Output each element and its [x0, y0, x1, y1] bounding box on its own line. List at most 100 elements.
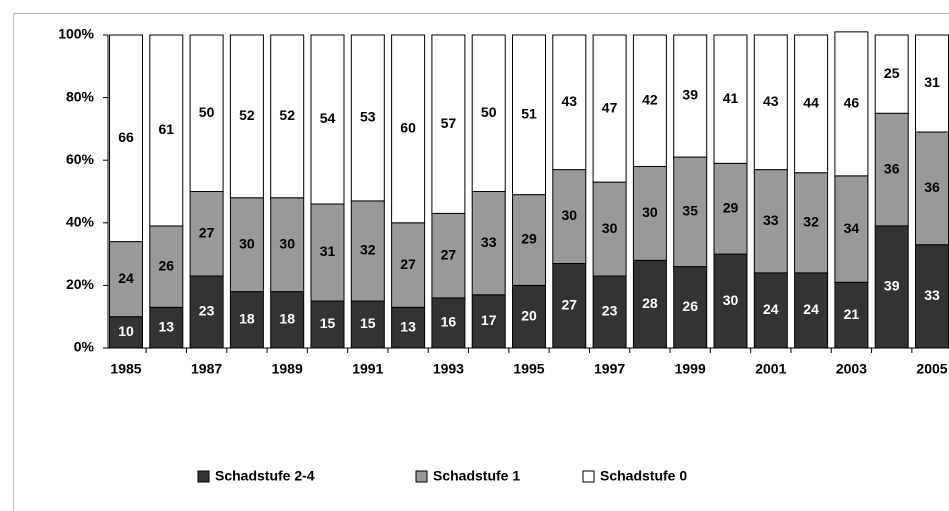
- bar-segment: [431, 297, 466, 349]
- data-label: 18: [239, 311, 255, 327]
- data-label: 27: [400, 256, 416, 272]
- bar-segment: [673, 34, 708, 158]
- x-tick-label: 1985: [110, 361, 141, 377]
- bar-segment: [149, 306, 184, 349]
- data-label: 20: [521, 307, 537, 323]
- data-label: 43: [763, 93, 779, 109]
- data-label: 30: [562, 207, 578, 223]
- data-label: 26: [682, 298, 698, 314]
- x-tick-label: 1995: [513, 361, 544, 377]
- data-label: 51: [521, 106, 537, 122]
- data-label: 30: [723, 292, 739, 308]
- data-label: 35: [682, 203, 698, 219]
- bar-segment: [270, 291, 305, 349]
- bar-segment: [149, 225, 184, 308]
- bar-segment: [794, 172, 829, 274]
- y-tick-label: 40%: [66, 214, 95, 230]
- bar-segment: [512, 34, 546, 196]
- y-tick-label: 80%: [66, 88, 95, 104]
- bar-segment: [794, 34, 829, 174]
- x-tick-label: 1999: [675, 361, 706, 377]
- data-label: 39: [682, 87, 698, 103]
- data-label: 13: [400, 318, 416, 334]
- bar-segment: [350, 34, 385, 202]
- x-tick-label: 2005: [916, 361, 947, 377]
- bar-segment: [874, 34, 909, 114]
- data-label: 17: [481, 312, 497, 328]
- data-label: 66: [118, 129, 134, 145]
- data-label: 36: [884, 160, 900, 176]
- data-label: 52: [279, 107, 295, 123]
- bar-segment: [229, 197, 264, 293]
- bar-segment: [673, 156, 708, 268]
- y-tick-label: 0%: [74, 339, 95, 355]
- data-label: 54: [320, 110, 336, 126]
- data-label: 32: [803, 214, 819, 230]
- bar-segment: [391, 34, 426, 224]
- data-label: 16: [441, 314, 457, 330]
- bar-segment: [270, 34, 305, 199]
- data-label: 27: [199, 224, 215, 240]
- bar-segment: [552, 169, 587, 264]
- data-label: 33: [763, 212, 779, 228]
- bar-segment: [753, 34, 788, 171]
- data-label: 21: [844, 306, 860, 322]
- data-label: 18: [279, 311, 295, 327]
- bar-segment: [391, 306, 426, 349]
- legend-swatch: [197, 470, 210, 483]
- x-tick-label: 2001: [755, 361, 786, 377]
- data-label: 30: [602, 220, 618, 236]
- data-label: 46: [844, 95, 860, 111]
- bar-segment: [512, 194, 546, 286]
- bar-segment: [915, 244, 949, 349]
- data-label: 57: [441, 115, 457, 131]
- data-label: 29: [723, 199, 739, 215]
- bar-segment: [391, 222, 426, 308]
- bar-segment: [753, 169, 788, 274]
- data-label: 34: [844, 220, 860, 236]
- data-label: 30: [642, 204, 658, 220]
- data-label: 31: [924, 74, 940, 90]
- bar-segment: [592, 275, 627, 349]
- y-tick-label: 100%: [58, 26, 94, 42]
- bar-segment: [109, 241, 143, 318]
- bar-segment: [552, 34, 587, 171]
- data-label: 10: [118, 323, 134, 339]
- bar-segment: [109, 34, 143, 243]
- bar-segment: [834, 281, 869, 349]
- x-tick-label: 1997: [594, 361, 625, 377]
- data-label: 33: [481, 234, 497, 250]
- legend-label: Schadstufe 0: [600, 468, 687, 484]
- bar-segment: [713, 162, 748, 255]
- data-label: 24: [803, 301, 819, 317]
- x-tick-label: 1993: [433, 361, 464, 377]
- bar-segment: [713, 34, 748, 164]
- x-tick-label: 1987: [191, 361, 222, 377]
- bar-segment: [874, 112, 909, 227]
- legend-swatch: [415, 470, 428, 483]
- data-label: 53: [360, 109, 376, 125]
- data-label: 28: [642, 295, 658, 311]
- data-label: 52: [239, 107, 255, 123]
- bar-segment: [310, 34, 345, 205]
- bar-segment: [915, 34, 949, 133]
- data-label: 43: [562, 93, 578, 109]
- bar-segment: [229, 34, 264, 199]
- bar-segment: [471, 294, 506, 349]
- data-label: 61: [159, 121, 175, 137]
- data-label: 26: [159, 257, 175, 273]
- data-label: 41: [723, 90, 739, 106]
- data-label: 33: [924, 287, 940, 303]
- bar-segment: [592, 34, 627, 183]
- data-label: 30: [239, 235, 255, 251]
- data-label: 23: [199, 303, 215, 319]
- bar-segment: [632, 34, 667, 167]
- bar-segment: [350, 200, 385, 302]
- data-label: 27: [562, 296, 578, 312]
- data-label: 50: [481, 104, 497, 120]
- data-label: 15: [320, 315, 336, 331]
- data-label: 30: [279, 235, 295, 251]
- x-tick-label: 2003: [836, 361, 867, 377]
- bar-segment: [471, 34, 506, 192]
